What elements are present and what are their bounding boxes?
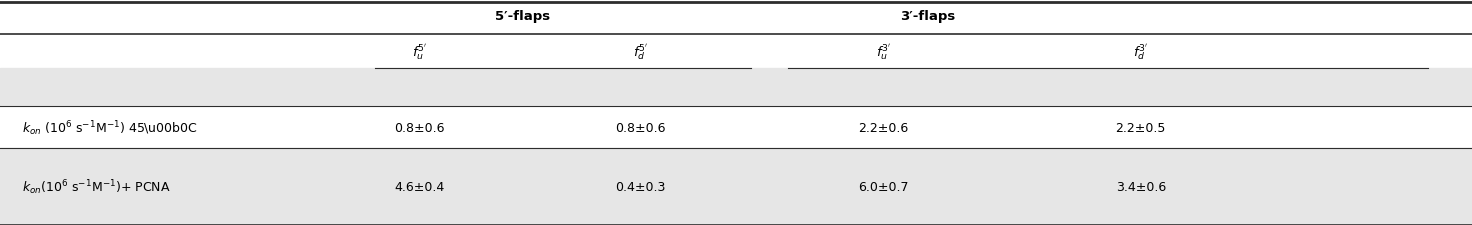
Text: 0.8±0.6: 0.8±0.6 <box>394 121 445 134</box>
Text: $f_{u}^{5'}$: $f_{u}^{5'}$ <box>412 42 427 62</box>
Text: $f_{d}^{5'}$: $f_{d}^{5'}$ <box>633 42 648 62</box>
Text: 4.6±0.4: 4.6±0.4 <box>394 180 445 193</box>
Bar <box>0 148 1472 225</box>
Text: $k_{\mathit{on}}$ (10$^{6}$ s$^{-1}$M$^{-1}$) 45\u00b0C: $k_{\mathit{on}}$ (10$^{6}$ s$^{-1}$M$^{… <box>22 118 197 137</box>
Text: 5′-flaps: 5′-flaps <box>495 10 551 23</box>
Text: $k_{\mathit{on}}$(10$^{6}$ s$^{-1}$M$^{-1}$)+ PCNA: $k_{\mathit{on}}$(10$^{6}$ s$^{-1}$M$^{-… <box>22 178 171 196</box>
Text: $f_{u}^{3'}$: $f_{u}^{3'}$ <box>876 42 891 62</box>
Text: $f_{d}^{3'}$: $f_{d}^{3'}$ <box>1133 42 1148 62</box>
Bar <box>0 35 1472 69</box>
Text: 2.2±0.5: 2.2±0.5 <box>1116 121 1166 134</box>
Text: 2.2±0.6: 2.2±0.6 <box>858 121 908 134</box>
Text: 3′-flaps: 3′-flaps <box>899 10 955 23</box>
Text: 3.4±0.6: 3.4±0.6 <box>1116 180 1166 193</box>
Text: 0.4±0.3: 0.4±0.3 <box>615 180 665 193</box>
Text: 6.0±0.7: 6.0±0.7 <box>858 180 908 193</box>
Bar <box>0 107 1472 148</box>
Text: 0.8±0.6: 0.8±0.6 <box>615 121 665 134</box>
Bar <box>0 69 1472 107</box>
